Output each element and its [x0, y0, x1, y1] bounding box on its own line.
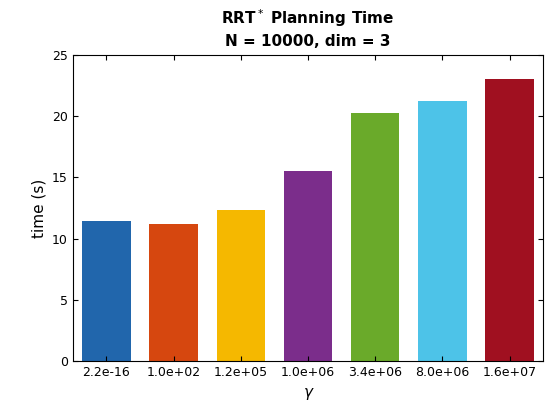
Y-axis label: time (s): time (s) — [31, 178, 46, 238]
Bar — [217, 210, 265, 361]
Bar — [351, 113, 399, 361]
Bar — [284, 171, 332, 361]
Title: RRT$^*$ Planning Time
N = 10000, dim = 3: RRT$^*$ Planning Time N = 10000, dim = 3 — [221, 8, 395, 49]
Bar — [82, 221, 130, 361]
Bar — [486, 79, 534, 361]
Bar — [150, 224, 198, 361]
X-axis label: γ: γ — [304, 385, 312, 399]
Bar — [418, 101, 466, 361]
